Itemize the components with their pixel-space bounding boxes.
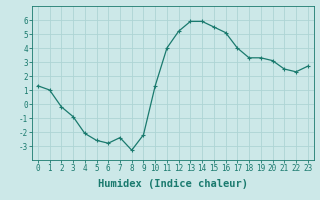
X-axis label: Humidex (Indice chaleur): Humidex (Indice chaleur) (98, 179, 248, 189)
